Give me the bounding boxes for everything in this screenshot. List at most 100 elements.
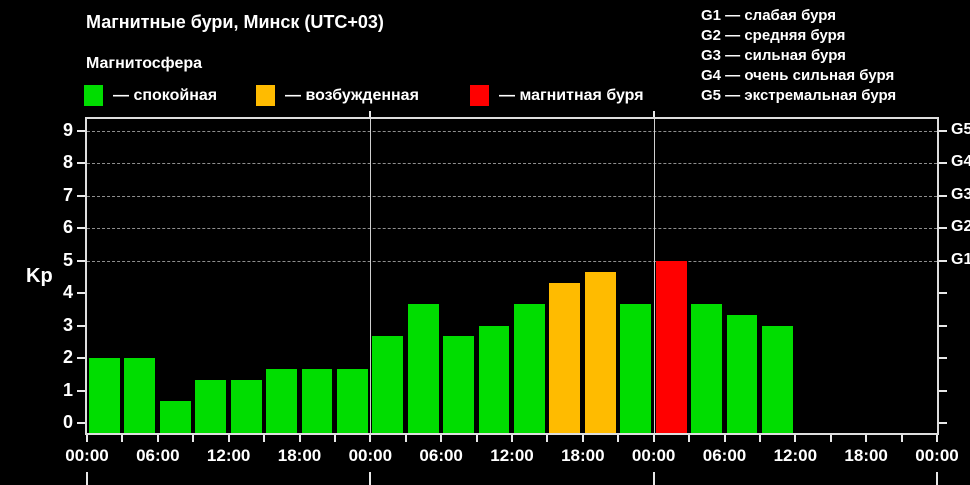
x-axis-midnight-tick — [369, 472, 372, 485]
day-separator-top-tick — [652, 111, 655, 117]
kp-bar — [266, 368, 297, 433]
gridline-kp8 — [87, 163, 937, 165]
x-axis-tick — [298, 435, 301, 442]
y-axis-tick-right — [939, 194, 947, 197]
x-axis-tick — [121, 435, 124, 442]
x-axis-tick — [156, 435, 159, 442]
x-axis-tick — [192, 435, 195, 442]
kp-bar — [89, 358, 120, 433]
gridline-kp6 — [87, 228, 937, 230]
legend-item-storm: — магнитная буря — [470, 85, 644, 106]
kp-bar — [549, 282, 581, 433]
kp-bar — [301, 368, 333, 433]
x-axis-tick — [829, 435, 832, 442]
x-axis-tick — [936, 435, 938, 442]
y-axis-tick-right — [939, 324, 947, 327]
kp-bar — [336, 368, 368, 433]
x-tick-label: 06:00 — [702, 446, 747, 465]
x-axis-tick — [404, 435, 407, 442]
y-axis-tick-right — [939, 162, 947, 165]
chart-subtitle: Магнитосфера — [86, 55, 203, 72]
x-axis-midnight-tick — [86, 472, 88, 485]
kp-bar — [443, 336, 475, 433]
kp-bar — [372, 336, 404, 433]
x-axis-tick — [617, 435, 620, 442]
y-axis-tick-left — [77, 422, 85, 424]
y-axis-tick-right — [939, 422, 947, 424]
y-axis-tick-left — [77, 227, 85, 230]
x-axis-tick — [227, 435, 230, 442]
x-tick-label: 06:00 — [136, 446, 180, 465]
x-axis-tick — [794, 435, 797, 442]
y-axis-tick-left — [77, 194, 85, 197]
y-tick-label: 4 — [62, 282, 73, 303]
y-tick-label: 6 — [62, 217, 73, 238]
x-axis-tick — [440, 435, 443, 442]
x-tick-label: 06:00 — [419, 446, 463, 465]
storm-scale-g5: G5 — экстремальная буря — [701, 87, 897, 104]
y-axis-tick-right — [939, 389, 947, 392]
y-axis-tick-left — [77, 162, 85, 165]
legend-label-storm: — магнитная буря — [499, 86, 644, 104]
x-axis-tick — [688, 435, 691, 442]
x-tick-label: 00:00 — [915, 446, 959, 465]
x-axis-tick — [475, 435, 478, 442]
x-axis-tick — [333, 435, 336, 442]
right-axis-label-g4: G4 — [951, 153, 970, 171]
storm-scale-g2: G2 — средняя буря — [701, 27, 846, 44]
y-axis-tick-left — [77, 292, 85, 295]
y-tick-label: 3 — [62, 314, 73, 335]
legend-item-unsettled: — возбужденная — [256, 85, 419, 106]
x-axis-midnight-tick — [936, 472, 938, 485]
x-axis-tick — [865, 435, 868, 442]
quiet-color-swatch — [84, 85, 103, 106]
x-axis-midnight-tick — [652, 472, 655, 485]
gridline-kp9 — [87, 131, 937, 133]
day-separator-line — [653, 119, 655, 433]
kp-bar — [230, 379, 262, 433]
x-tick-label: 12:00 — [773, 446, 818, 465]
storm-scale-g4: G4 — очень сильная буря — [701, 67, 895, 84]
kp-bar — [620, 303, 652, 433]
y-axis-tick-left — [77, 389, 85, 392]
right-axis-label-g1: G1 — [951, 250, 970, 268]
legend-label-quiet: — спокойная — [113, 86, 218, 104]
x-tick-label: 00:00 — [631, 446, 676, 465]
legend-item-quiet: — спокойная — [84, 85, 217, 106]
x-tick-label: 00:00 — [348, 446, 393, 465]
x-tick-label: 12:00 — [490, 446, 534, 465]
kp-bar — [195, 379, 227, 433]
kp-bar — [159, 401, 191, 433]
kp-bar — [407, 303, 439, 433]
day-separator-line — [370, 119, 372, 433]
kp-bar — [726, 314, 758, 433]
legend-label-unsettled: — возбужденная — [285, 86, 419, 104]
storm-scale-description: G1 — слабая буря G2 — средняя буря G3 — … — [701, 6, 896, 106]
x-axis-tick — [546, 435, 549, 442]
storm-scale-g1: G1 — слабая буря — [701, 7, 837, 24]
y-tick-label: 8 — [62, 152, 73, 173]
x-tick-label: 18:00 — [561, 446, 605, 465]
unsettled-color-swatch — [256, 85, 275, 106]
kp-bar — [478, 325, 510, 433]
x-tick-label: 00:00 — [65, 446, 109, 465]
kp-bar-chart-plot-area: 0 1 2 3 4 5 6 7 8 9 G5 G4 G3 G2 G1 00:00 06:00 12:00 18:00… — [63, 111, 970, 485]
gridline-kp7 — [87, 195, 937, 197]
y-axis-tick-left — [77, 259, 85, 262]
y-axis-tick-right — [939, 259, 947, 262]
x-axis-tick — [86, 435, 88, 442]
y-tick-label: 2 — [62, 347, 73, 368]
kp-bar — [514, 303, 545, 433]
page-title: Магнитные бури, Минск (UTC+03) — [86, 12, 384, 32]
kp-bar — [584, 271, 616, 433]
x-axis-tick — [758, 435, 761, 442]
x-tick-label: 12:00 — [206, 446, 251, 465]
kp-bar — [124, 358, 156, 433]
y-axis-tick-right — [939, 292, 947, 295]
kp-bar — [761, 325, 793, 433]
day-separator-top-tick — [369, 111, 372, 117]
y-axis-tick-left — [77, 324, 85, 327]
x-axis-tick — [511, 435, 513, 442]
kp-bar — [691, 303, 722, 433]
